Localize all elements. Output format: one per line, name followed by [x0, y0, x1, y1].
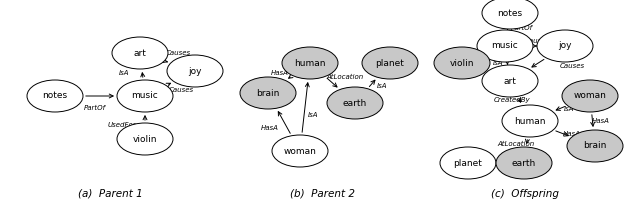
Text: IsA: IsA — [564, 106, 574, 112]
Ellipse shape — [482, 65, 538, 97]
Text: Causes: Causes — [524, 38, 550, 44]
Text: HasA: HasA — [271, 70, 289, 76]
Text: IsA: IsA — [484, 165, 495, 171]
Text: HasA: HasA — [261, 125, 279, 131]
Text: violin: violin — [450, 58, 474, 68]
Text: (b)  Parent 2: (b) Parent 2 — [289, 189, 355, 199]
Text: PartOf: PartOf — [84, 105, 106, 111]
Ellipse shape — [112, 37, 168, 69]
Ellipse shape — [477, 30, 533, 62]
Text: planet: planet — [376, 58, 404, 68]
Text: HasA: HasA — [563, 131, 581, 137]
Ellipse shape — [167, 55, 223, 87]
Text: music: music — [132, 92, 158, 100]
Text: IsA: IsA — [119, 70, 129, 76]
Text: brain: brain — [256, 88, 280, 97]
Text: (a)  Parent 1: (a) Parent 1 — [77, 189, 142, 199]
Text: music: music — [492, 42, 518, 50]
Ellipse shape — [440, 147, 496, 179]
Ellipse shape — [272, 135, 328, 167]
Ellipse shape — [240, 77, 296, 109]
Ellipse shape — [362, 47, 418, 79]
Text: joy: joy — [188, 66, 202, 76]
Text: notes: notes — [497, 8, 523, 18]
Text: (c)  Offspring: (c) Offspring — [491, 189, 559, 199]
Text: AtLocation: AtLocation — [497, 141, 534, 147]
Text: Causes: Causes — [559, 63, 584, 69]
Ellipse shape — [117, 80, 173, 112]
Text: earth: earth — [343, 99, 367, 107]
Text: human: human — [294, 58, 326, 68]
Text: woman: woman — [284, 146, 316, 156]
Ellipse shape — [282, 47, 338, 79]
Ellipse shape — [117, 123, 173, 155]
Text: joy: joy — [558, 42, 572, 50]
Text: IsA: IsA — [308, 112, 318, 118]
Text: Causes: Causes — [168, 87, 193, 93]
Text: AtLocation: AtLocation — [326, 74, 364, 80]
Text: woman: woman — [573, 92, 607, 100]
Ellipse shape — [537, 30, 593, 62]
Text: UsedFor: UsedFor — [461, 49, 490, 55]
Text: CreatedBy: CreatedBy — [493, 97, 531, 103]
Text: IsA: IsA — [377, 83, 387, 89]
Ellipse shape — [327, 87, 383, 119]
Text: art: art — [504, 77, 516, 85]
Text: planet: planet — [454, 158, 483, 168]
Text: notes: notes — [42, 92, 68, 100]
Text: earth: earth — [512, 158, 536, 168]
Ellipse shape — [502, 105, 558, 137]
Ellipse shape — [567, 130, 623, 162]
Text: IsA: IsA — [493, 60, 503, 66]
Text: PartOf: PartOf — [511, 25, 533, 31]
Text: art: art — [134, 49, 147, 58]
Text: UsedFor: UsedFor — [108, 122, 136, 128]
Ellipse shape — [482, 0, 538, 29]
Text: HasA: HasA — [592, 118, 610, 124]
Text: Causes: Causes — [165, 50, 191, 56]
Ellipse shape — [434, 47, 490, 79]
Text: violin: violin — [132, 134, 157, 143]
Text: human: human — [515, 116, 546, 126]
Ellipse shape — [496, 147, 552, 179]
Ellipse shape — [27, 80, 83, 112]
Text: brain: brain — [583, 142, 607, 150]
Ellipse shape — [562, 80, 618, 112]
